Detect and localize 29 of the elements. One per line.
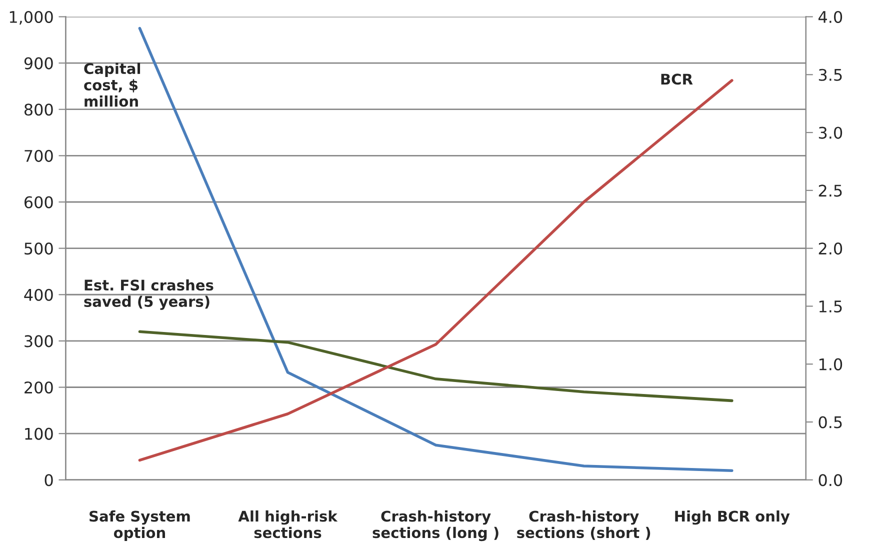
series-label: Capital cost, $ million	[84, 62, 140, 107]
y-tick-label: 1,000	[10, 10, 53, 25]
x-tick-label: Safe System option	[90, 510, 190, 541]
y2-tick-label: 0.0	[818, 474, 842, 486]
y-tick-label: 600	[24, 196, 53, 208]
y2-tick-label: 3.5	[818, 68, 842, 81]
series-label: BCR	[661, 74, 693, 85]
y-tick-label: 900	[24, 57, 53, 70]
y-tick-label: 200	[24, 381, 53, 394]
y2-tick-label: 2.0	[818, 242, 842, 255]
y-tick-label: 300	[24, 335, 53, 348]
y2-tick-label: 2.5	[818, 184, 842, 197]
y2-tick-label: 0.5	[818, 416, 842, 428]
x-tick-label: High BCR only	[675, 510, 790, 525]
y2-tick-label: 4.0	[818, 10, 842, 24]
y-tick-label: 500	[24, 242, 53, 255]
x-tick-label: All high-risk sections	[238, 510, 338, 538]
y2-tick-label: 1.0	[819, 358, 842, 370]
line-series	[138, 330, 734, 402]
y-tick-label: 100	[25, 428, 53, 440]
y-tick-label: 700	[24, 150, 53, 162]
series-label: Est. FSI crashes saved (5 years)	[84, 279, 214, 310]
y-tick-label: 400	[24, 288, 53, 301]
y2-tick-label: 3.0	[818, 126, 842, 139]
x-tick-label: Crash-history sections (short )	[517, 510, 650, 540]
y-tick-label: 0	[44, 474, 53, 486]
y-tick-label: 800	[24, 104, 53, 116]
x-tick-label: Crash-history sections (long )	[372, 510, 498, 542]
y2-tick-label: 1.5	[819, 300, 842, 312]
